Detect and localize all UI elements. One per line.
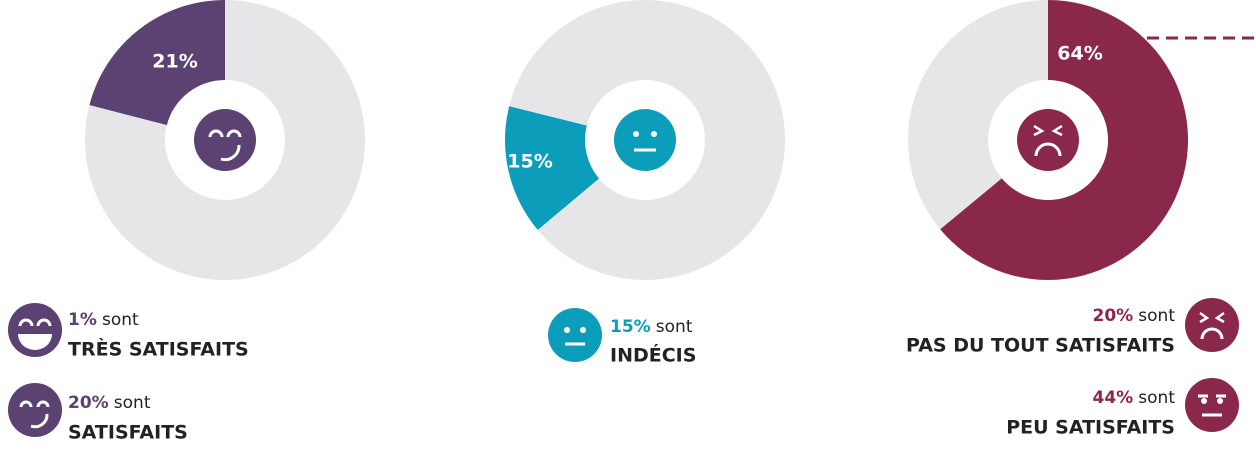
icon-angry [1185,298,1239,352]
legend-label: PEU SATISFAITS [1006,417,1175,439]
legend-entry: 20% sont [1093,306,1176,327]
icon-angry [1017,109,1079,171]
donut-slice [505,106,600,230]
legend-percent: 20% [68,393,109,413]
legend-percent: 15% [610,317,651,337]
icon-very-satisfied [8,303,62,357]
legend-entry: 1% sont [68,310,139,331]
legend-verb: sont [656,317,693,337]
legend-label: SATISFAITS [68,422,188,444]
legend-entry: 20% sont [68,393,151,414]
icon-neutral [614,109,676,171]
donut-slice [509,0,785,280]
donut-slice [940,0,1188,280]
legend-verb: sont [1138,388,1175,408]
legend-label: INDÉCIS [610,344,696,367]
legend-verb: sont [1138,306,1175,326]
legend-percent: 44% [1093,388,1134,408]
slice-label: 15% [507,151,552,173]
donut-slice [89,0,225,126]
slice-label: 21% [152,51,197,73]
legend-percent: 20% [1093,306,1134,326]
legend-percent: 1% [68,310,97,330]
icon-satisfied [194,109,256,171]
legend-label: PAS DU TOUT SATISFAITS [906,335,1175,357]
icon-neutral [548,308,602,362]
icon-satisfied [8,383,62,437]
legend-label: TRÈS SATISFAITS [68,338,249,361]
donut-slice [85,0,365,280]
legend-verb: sont [102,310,139,330]
icon-unsatisfied [1185,378,1239,432]
slice-label: 64% [1057,43,1102,65]
legend-entry: 15% sont [610,317,693,338]
legend-verb: sont [114,393,151,413]
donut-slice [908,0,1048,230]
legend-entry: 44% sont [1093,388,1176,409]
